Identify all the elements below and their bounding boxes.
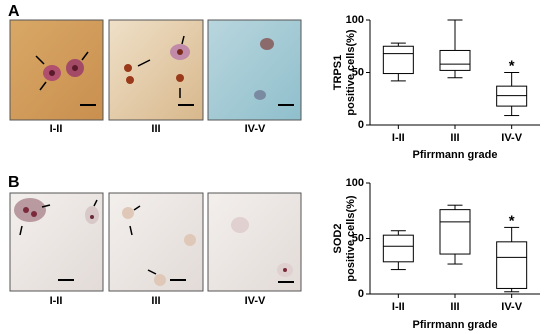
box: [496, 241, 528, 289]
y-axis-label: SOD2: [332, 224, 344, 254]
image-label: IV-V: [245, 295, 266, 307]
micrograph: [108, 19, 204, 121]
arrows: [19, 35, 185, 275]
micrograph: [9, 19, 104, 121]
image-label: III: [151, 295, 160, 307]
x-tick-label: IV-V: [501, 132, 522, 144]
micrograph: [207, 192, 302, 292]
x-tick-label: I-II: [392, 132, 405, 144]
box: [382, 234, 414, 263]
y-tick-label: 100: [346, 177, 364, 189]
micrograph: [207, 19, 302, 121]
x-tick-label: III: [450, 301, 459, 313]
y-axis-label: positive cells(%): [345, 195, 357, 282]
box: [382, 45, 414, 75]
panel-label: A: [8, 3, 20, 20]
x-tick-label: III: [450, 132, 459, 144]
x-tick-label: IV-V: [501, 301, 522, 313]
x-tick-label: I-II: [392, 301, 405, 313]
panel-label: B: [8, 174, 20, 191]
annotation: *: [509, 57, 515, 74]
image-label: I-II: [50, 295, 63, 307]
micrograph: [108, 192, 204, 292]
annotation: *: [509, 212, 515, 229]
image-label: I-II: [50, 123, 63, 135]
y-tick-label: 0: [358, 288, 364, 300]
image-label: IV-V: [245, 123, 266, 135]
y-tick-label: 0: [358, 119, 364, 131]
x-axis-label: Pfirrmann grade: [413, 149, 498, 161]
y-axis-label: positive cells(%): [345, 29, 357, 116]
y-tick-label: 100: [346, 14, 364, 26]
x-axis-label: Pfirrmann grade: [413, 319, 498, 331]
box: [439, 49, 471, 71]
box: [439, 209, 471, 255]
micrograph: [9, 192, 104, 292]
y-tick-label: 50: [352, 232, 364, 244]
y-axis-label: TRPS1: [332, 55, 344, 90]
y-tick-label: 50: [352, 66, 364, 78]
box: [496, 85, 528, 107]
image-label: III: [151, 123, 160, 135]
